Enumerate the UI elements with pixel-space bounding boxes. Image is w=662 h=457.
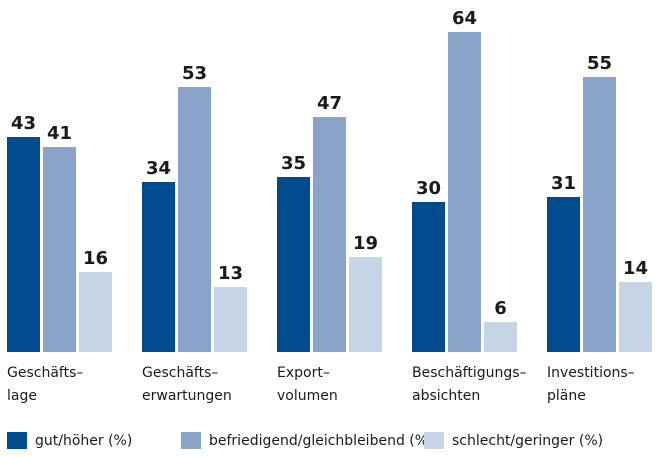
legend-swatch bbox=[424, 432, 444, 449]
value-label: 13 bbox=[218, 263, 243, 284]
bar bbox=[484, 322, 517, 352]
value-label: 30 bbox=[416, 178, 441, 199]
bar bbox=[7, 137, 40, 352]
value-label: 16 bbox=[83, 248, 108, 269]
bar bbox=[547, 197, 580, 352]
bar bbox=[178, 87, 211, 352]
value-label: 53 bbox=[182, 63, 207, 84]
value-label: 43 bbox=[11, 113, 36, 134]
value-label: 64 bbox=[452, 8, 477, 29]
value-label: 31 bbox=[551, 173, 576, 194]
bar bbox=[448, 32, 481, 352]
category-label: Export– volumen bbox=[277, 365, 338, 404]
bar bbox=[349, 257, 382, 352]
category-label: Beschäftigungs– absichten bbox=[412, 365, 527, 404]
legend-label: befriedigend/gleichbleibend (%) bbox=[209, 433, 434, 449]
legend-swatch bbox=[7, 432, 27, 449]
bar bbox=[142, 182, 175, 352]
value-label: 19 bbox=[353, 233, 378, 254]
value-label: 6 bbox=[494, 298, 507, 319]
bar bbox=[79, 272, 112, 352]
bar bbox=[277, 177, 310, 352]
value-label: 55 bbox=[587, 53, 612, 74]
category-label: Investitions– pläne bbox=[547, 365, 635, 404]
bar bbox=[43, 147, 76, 352]
legend-label: gut/höher (%) bbox=[35, 433, 132, 449]
legend-label: schlecht/geringer (%) bbox=[452, 433, 603, 449]
legend-swatch bbox=[181, 432, 201, 449]
value-label: 34 bbox=[146, 158, 171, 179]
category-label: Geschäfts– erwartungen bbox=[142, 365, 232, 404]
bar bbox=[583, 77, 616, 352]
bar bbox=[214, 287, 247, 352]
bar bbox=[412, 202, 445, 352]
bar bbox=[313, 117, 346, 352]
bar bbox=[619, 282, 652, 352]
value-label: 35 bbox=[281, 153, 306, 174]
category-label: Geschäfts– lage bbox=[7, 365, 84, 404]
value-label: 14 bbox=[623, 258, 648, 279]
value-label: 41 bbox=[47, 123, 72, 144]
value-label: 47 bbox=[317, 93, 342, 114]
